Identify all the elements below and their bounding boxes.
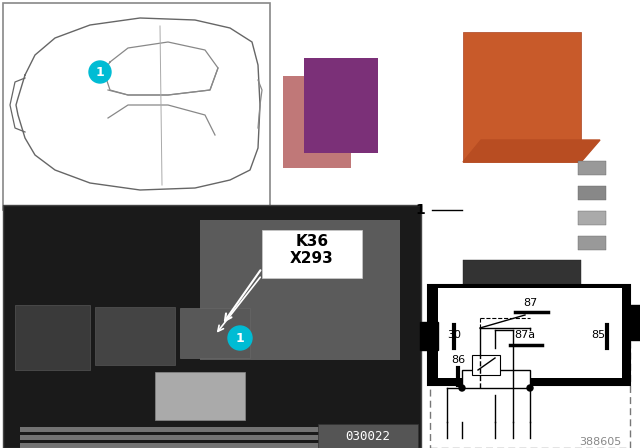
- Bar: [462, 370, 530, 388]
- Circle shape: [459, 385, 465, 391]
- Bar: [463, 32, 581, 162]
- Text: 1: 1: [236, 332, 244, 345]
- Bar: [262, 230, 362, 278]
- Text: 1: 1: [415, 203, 425, 217]
- Bar: [472, 355, 500, 375]
- Text: 87a: 87a: [515, 330, 536, 340]
- Circle shape: [527, 385, 533, 391]
- Bar: [304, 58, 378, 153]
- Bar: [3, 205, 421, 448]
- Circle shape: [28, 101, 36, 109]
- Bar: [155, 372, 245, 420]
- Circle shape: [509, 438, 517, 446]
- Bar: [200, 220, 400, 360]
- Circle shape: [228, 326, 252, 350]
- Bar: [20, 435, 410, 440]
- Bar: [15, 305, 90, 370]
- Bar: [463, 260, 581, 285]
- Circle shape: [491, 438, 499, 446]
- Text: 030022: 030022: [346, 430, 390, 443]
- Bar: [318, 424, 418, 448]
- Bar: [420, 322, 438, 350]
- Text: 86: 86: [451, 355, 465, 365]
- Circle shape: [526, 438, 534, 446]
- Text: 87: 87: [523, 298, 537, 308]
- Text: 388605: 388605: [579, 437, 621, 447]
- Bar: [20, 443, 410, 448]
- Bar: [628, 305, 640, 340]
- Bar: [283, 76, 351, 168]
- Bar: [95, 307, 175, 365]
- Bar: [578, 211, 606, 225]
- Circle shape: [89, 61, 111, 83]
- Bar: [3, 3, 270, 210]
- Bar: [180, 308, 250, 358]
- Text: 85: 85: [591, 330, 605, 340]
- Bar: [20, 427, 410, 432]
- Text: 30: 30: [447, 330, 461, 340]
- Bar: [438, 288, 622, 378]
- Polygon shape: [463, 140, 600, 162]
- Circle shape: [443, 438, 451, 446]
- Text: 1: 1: [95, 65, 104, 78]
- Bar: [430, 313, 630, 448]
- Text: K36
X293: K36 X293: [290, 234, 334, 266]
- Bar: [578, 161, 606, 175]
- Bar: [428, 285, 630, 385]
- Circle shape: [458, 438, 466, 446]
- Bar: [578, 236, 606, 250]
- Bar: [578, 186, 606, 200]
